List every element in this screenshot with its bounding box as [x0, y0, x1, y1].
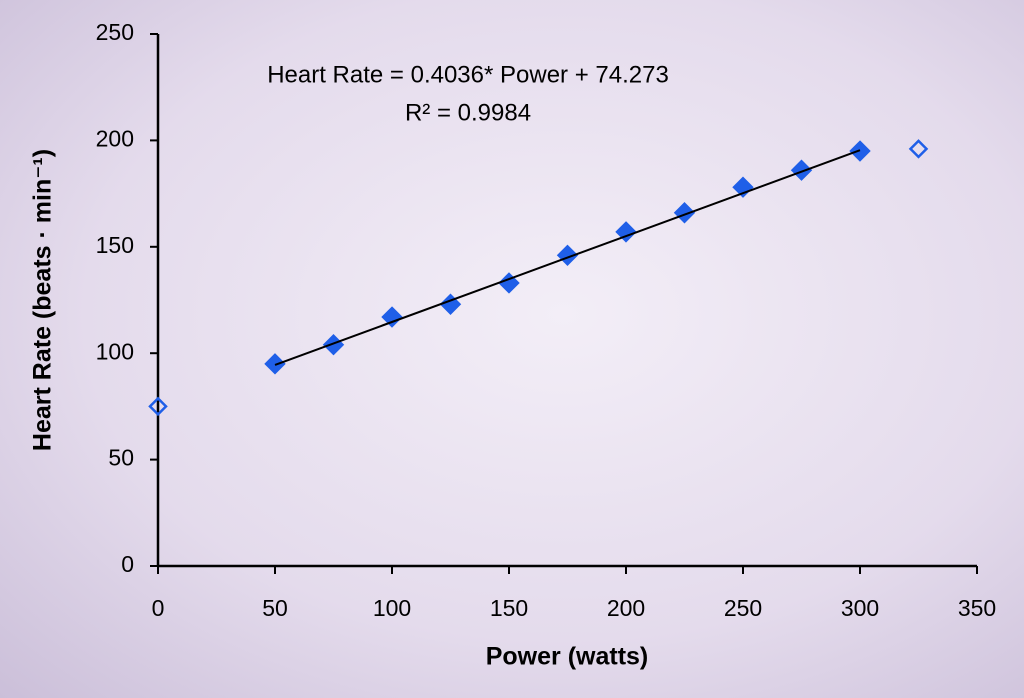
y-tick-label: 200 [96, 125, 134, 151]
y-tick-label: 150 [96, 232, 134, 258]
data-point [381, 306, 403, 328]
trendline [274, 149, 861, 366]
data-point [673, 202, 696, 224]
x-tick-label: 50 [262, 595, 288, 621]
y-axis-label: Heart Rate (beats · min⁻¹) [29, 149, 57, 451]
data-point [790, 159, 813, 181]
data-point [148, 396, 168, 417]
x-tick-label: 200 [607, 595, 645, 621]
x-tick-label: 0 [152, 595, 165, 621]
r-squared: R² = 0.9984 [405, 99, 531, 126]
data-point [732, 176, 754, 198]
data-point [322, 333, 345, 356]
y-tick-label: 250 [96, 19, 134, 45]
x-tick-label: 300 [841, 595, 879, 621]
y-tick-label: 0 [121, 551, 134, 577]
x-tick-label: 100 [373, 595, 411, 621]
y-tick-label: 50 [108, 445, 134, 471]
x-tick-label: 250 [724, 595, 762, 621]
x-axis-label: Power (watts) [486, 643, 649, 671]
equation: Heart Rate = 0.4036* Power + 74.273 [267, 61, 669, 88]
x-tick-label: 350 [958, 595, 996, 621]
x-tick-label: 150 [490, 595, 528, 621]
data-point [556, 244, 579, 267]
y-tick-label: 100 [96, 338, 134, 364]
data-point [908, 139, 929, 159]
